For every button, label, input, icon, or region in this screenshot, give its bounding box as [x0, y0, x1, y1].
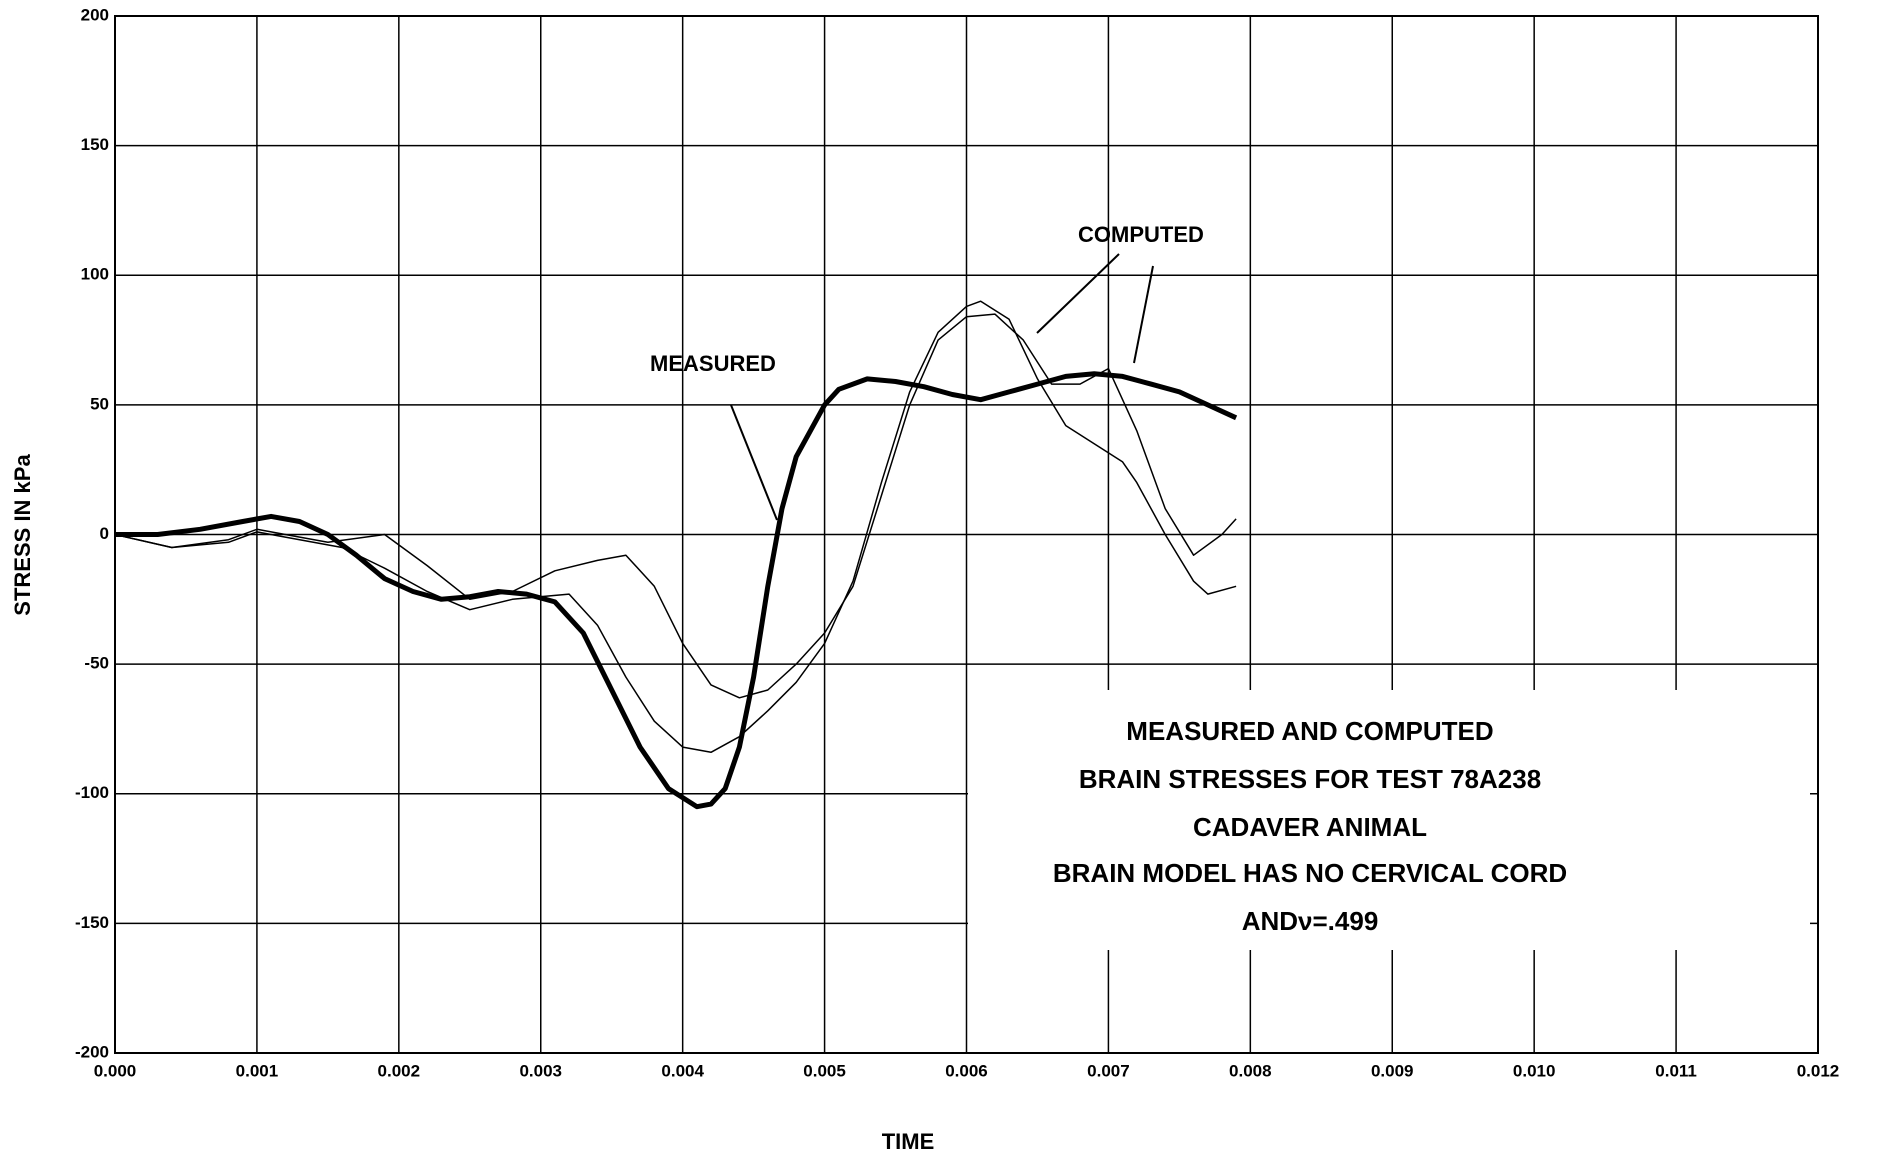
series-line — [114, 313, 1237, 699]
y-tick-label: -100 — [75, 783, 109, 802]
plot-lines — [114, 300, 1238, 810]
x-tick-label: 0.009 — [1371, 1061, 1414, 1080]
y-tick-label: 200 — [81, 5, 109, 24]
x-tick-label: 0.007 — [1087, 1061, 1130, 1080]
leader-line — [730, 404, 778, 521]
text-box-line: ANDν=.499 — [1242, 906, 1379, 936]
x-tick-label: 0.008 — [1229, 1061, 1272, 1080]
x-axis-title: TIME — [882, 1129, 935, 1154]
x-tick-label: 0.001 — [236, 1061, 279, 1080]
text-box-line: CADAVER ANIMAL — [1193, 812, 1427, 842]
y-tick-label: 150 — [81, 135, 109, 154]
x-tick-label: 0.006 — [945, 1061, 988, 1080]
text-box-line: MEASURED AND COMPUTED — [1126, 716, 1493, 746]
series-line — [114, 300, 1237, 754]
y-tick-label: -50 — [84, 654, 109, 673]
x-tick-label: 0.004 — [661, 1061, 704, 1080]
x-tick-label: 0.012 — [1797, 1061, 1840, 1080]
x-tick-label: 0.003 — [519, 1061, 562, 1080]
leader-line — [1036, 253, 1120, 334]
annotation: MEASURED — [650, 351, 776, 376]
y-tick-label: 50 — [90, 394, 109, 413]
y-tick-label: 100 — [81, 265, 109, 284]
series-line — [115, 371, 1238, 810]
y-axis-title: STRESS IN kPa — [10, 454, 35, 616]
x-tick-label: 0.005 — [803, 1061, 846, 1080]
annotation: COMPUTED — [1078, 222, 1204, 247]
y-tick-label: -200 — [75, 1042, 109, 1061]
text-box-line: BRAIN MODEL HAS NO CERVICAL CORD — [1053, 858, 1567, 888]
y-tick-label: 0 — [100, 524, 109, 543]
x-tick-label: 0.011 — [1655, 1061, 1697, 1080]
text-box-background — [968, 690, 1810, 950]
text-box-line: BRAIN STRESSES FOR TEST 78A238 — [1079, 764, 1541, 794]
x-tick-label: 0.000 — [94, 1061, 137, 1080]
x-tick-label: 0.002 — [378, 1061, 421, 1080]
y-tick-label: -150 — [75, 913, 109, 932]
leader-line — [1133, 265, 1154, 364]
x-tick-label: 0.010 — [1513, 1061, 1556, 1080]
